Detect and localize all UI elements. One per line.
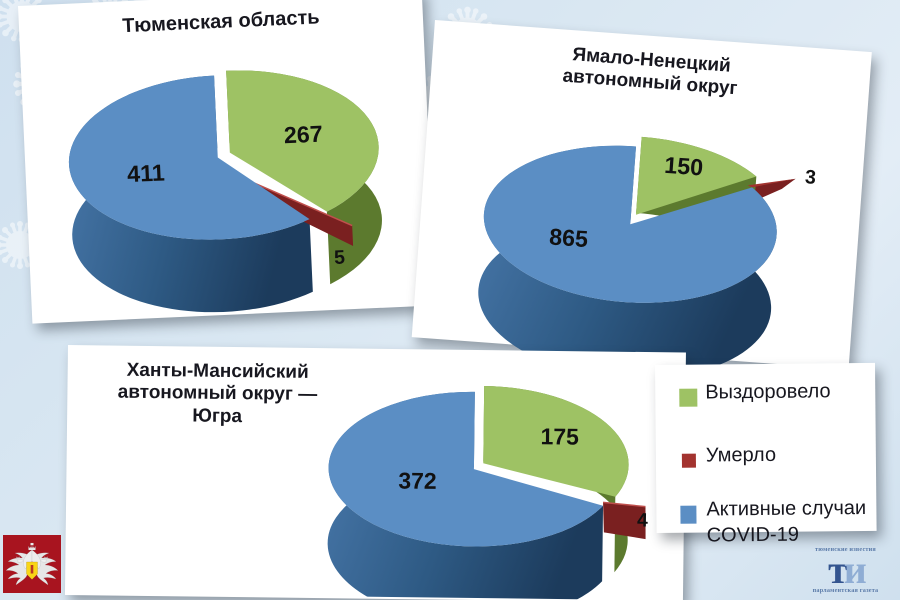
svg-text:865: 865 bbox=[548, 223, 589, 252]
svg-text:5: 5 bbox=[334, 247, 346, 269]
svg-text:372: 372 bbox=[398, 467, 437, 493]
svg-text:267: 267 bbox=[283, 121, 323, 149]
svg-text:175: 175 bbox=[540, 423, 579, 449]
svg-text:3: 3 bbox=[804, 166, 817, 189]
svg-text:4: 4 bbox=[637, 510, 648, 531]
svg-text:411: 411 bbox=[127, 159, 166, 187]
svg-text:150: 150 bbox=[663, 152, 704, 181]
